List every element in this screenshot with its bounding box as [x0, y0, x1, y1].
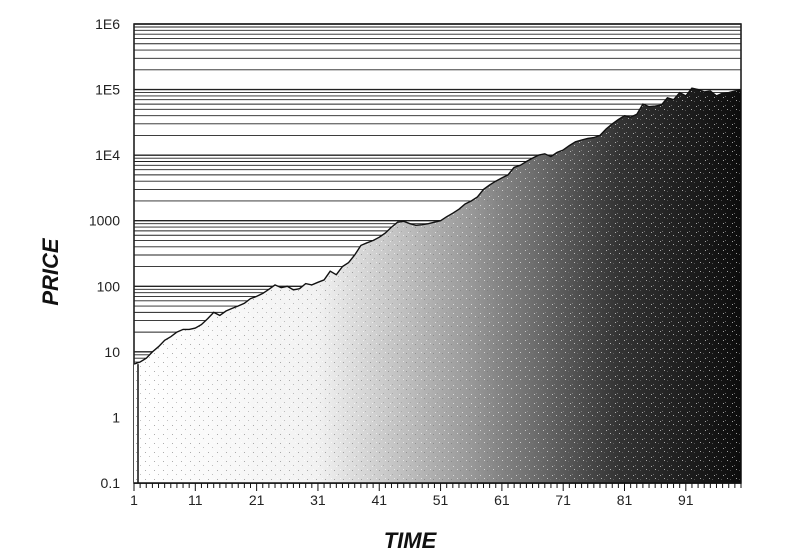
- y-tick-label: 1000: [89, 213, 120, 229]
- y-tick-label: 10: [104, 344, 120, 360]
- y-tick-label: 1E6: [95, 16, 120, 32]
- x-tick-label: 71: [555, 492, 571, 508]
- price-area: [133, 87, 742, 483]
- x-tick-label: 41: [371, 492, 387, 508]
- y-axis-tick-labels: 0.1 1 10 100 1000 1E4 1E5 1E6: [89, 16, 120, 491]
- y-tick-label: 1E5: [95, 82, 120, 98]
- y-tick-label: 0.1: [101, 475, 121, 491]
- x-axis-ticks: [133, 482, 742, 491]
- x-tick-label: 31: [310, 492, 326, 508]
- y-tick-label: 100: [97, 278, 121, 294]
- y-tick-label: 1: [112, 409, 120, 425]
- x-tick-label: 1: [130, 492, 138, 508]
- x-tick-label: 61: [494, 492, 510, 508]
- y-axis-title: PRICE: [38, 237, 63, 306]
- y-tick-label: 1E4: [95, 147, 120, 163]
- x-tick-label: 11: [188, 492, 203, 508]
- x-axis-title: TIME: [384, 528, 438, 551]
- x-tick-label: 81: [617, 492, 633, 508]
- x-axis-tick-labels: 1 11 21 31 41 51 61 71 81 91: [130, 492, 694, 508]
- x-tick-label: 21: [249, 492, 265, 508]
- x-tick-label: 51: [433, 492, 449, 508]
- x-tick-label: 91: [678, 492, 694, 508]
- price-area-texture: [134, 88, 741, 483]
- price-line: [133, 87, 742, 365]
